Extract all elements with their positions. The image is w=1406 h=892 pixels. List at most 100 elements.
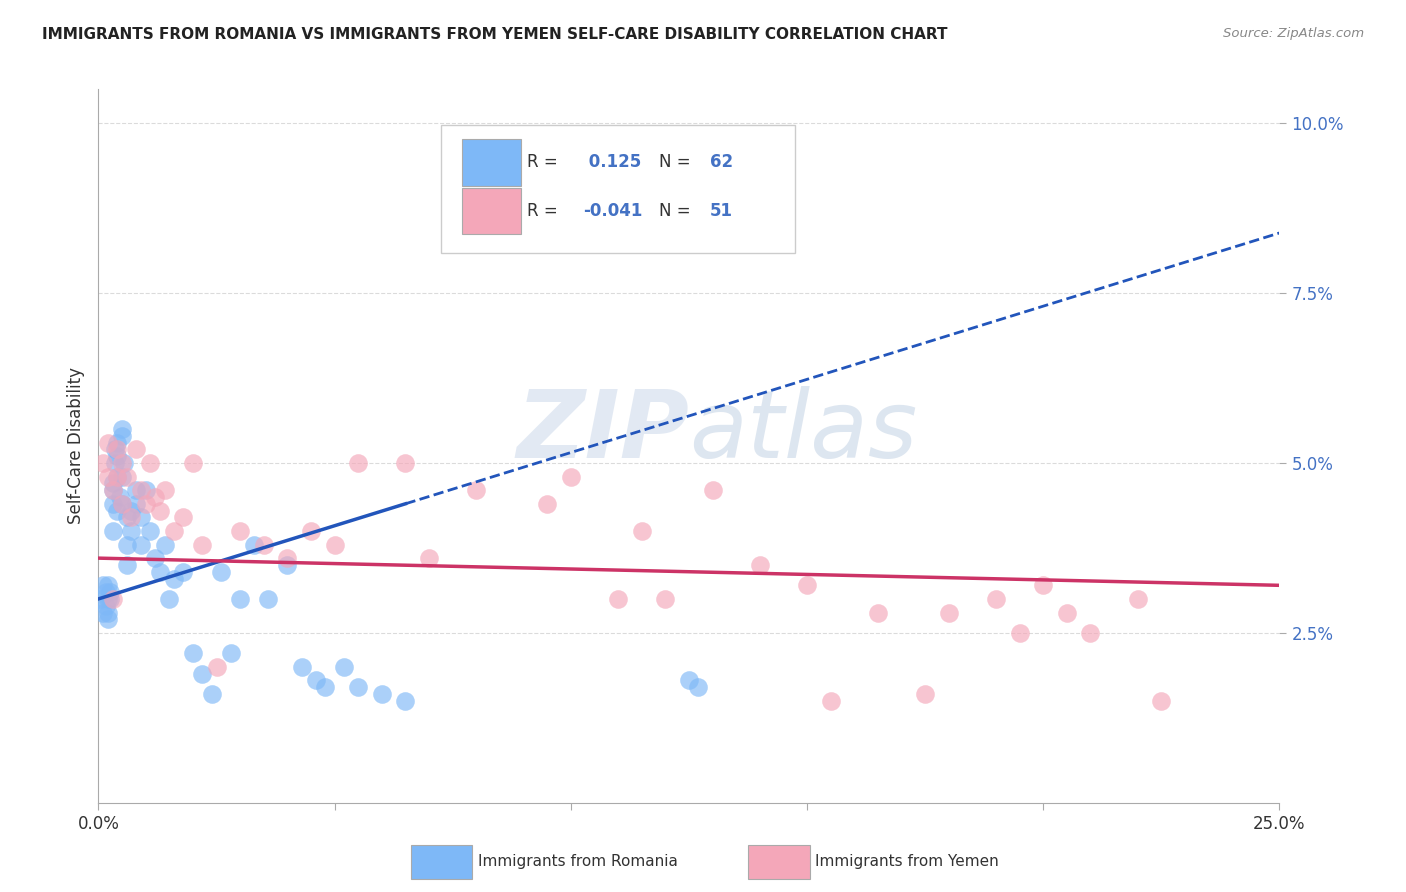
Text: N =: N =	[659, 153, 696, 171]
Point	[299, 524, 322, 538]
Point	[654, 591, 676, 606]
FancyBboxPatch shape	[441, 125, 796, 253]
Point	[125, 483, 148, 498]
Text: 0.125: 0.125	[582, 153, 641, 171]
Point	[796, 578, 818, 592]
Point	[153, 483, 176, 498]
Point	[276, 551, 298, 566]
Point	[101, 483, 124, 498]
Point	[418, 551, 440, 566]
Point	[101, 476, 124, 491]
Point	[97, 591, 120, 606]
Point	[305, 673, 328, 688]
Point	[914, 687, 936, 701]
Point	[243, 537, 266, 551]
Point	[371, 687, 394, 701]
Point	[101, 591, 124, 606]
Point	[314, 680, 336, 694]
Point	[143, 490, 166, 504]
Point	[257, 591, 280, 606]
Text: atlas: atlas	[689, 386, 917, 477]
Point	[91, 456, 114, 470]
Point	[98, 585, 121, 599]
Point	[105, 442, 128, 457]
Text: R =: R =	[527, 202, 564, 219]
Point	[157, 591, 180, 606]
Point	[97, 606, 120, 620]
Point	[111, 422, 134, 436]
Point	[1056, 606, 1078, 620]
Point	[984, 591, 1007, 606]
Point	[153, 537, 176, 551]
Point	[219, 646, 242, 660]
Point	[98, 591, 121, 606]
Point	[139, 456, 162, 470]
Point	[105, 449, 128, 463]
Point	[101, 524, 124, 538]
Point	[1032, 578, 1054, 592]
Point	[111, 469, 134, 483]
Text: Immigrants from Romania: Immigrants from Romania	[478, 855, 678, 869]
Point	[129, 537, 152, 551]
Point	[135, 497, 157, 511]
Point	[536, 497, 558, 511]
Point	[276, 558, 298, 572]
FancyBboxPatch shape	[463, 187, 522, 234]
Point	[97, 435, 120, 450]
Point	[394, 694, 416, 708]
Point	[97, 612, 120, 626]
Point	[101, 497, 124, 511]
Point	[205, 660, 228, 674]
Text: IMMIGRANTS FROM ROMANIA VS IMMIGRANTS FROM YEMEN SELF-CARE DISABILITY CORRELATIO: IMMIGRANTS FROM ROMANIA VS IMMIGRANTS FR…	[42, 27, 948, 42]
Point	[125, 442, 148, 457]
Point	[333, 660, 356, 674]
Point	[181, 646, 204, 660]
Point	[323, 537, 346, 551]
Text: 51: 51	[710, 202, 733, 219]
Point	[630, 524, 652, 538]
Point	[105, 503, 128, 517]
Point	[820, 694, 842, 708]
Point	[1126, 591, 1149, 606]
Point	[253, 537, 276, 551]
Point	[394, 456, 416, 470]
Text: -0.041: -0.041	[582, 202, 643, 219]
Point	[172, 510, 194, 524]
Point	[181, 456, 204, 470]
Point	[465, 483, 488, 498]
Point	[121, 503, 143, 517]
Point	[111, 429, 134, 443]
Point	[866, 606, 889, 620]
Point	[112, 456, 135, 470]
Point	[1150, 694, 1173, 708]
Point	[347, 680, 370, 694]
Point	[129, 483, 152, 498]
Point	[201, 687, 224, 701]
Text: ZIP: ZIP	[516, 385, 689, 478]
Point	[229, 524, 252, 538]
Point	[105, 469, 128, 483]
Point	[748, 558, 770, 572]
Point	[104, 456, 127, 470]
Point	[111, 497, 134, 511]
Point	[1008, 626, 1031, 640]
Point	[347, 456, 370, 470]
FancyBboxPatch shape	[463, 139, 522, 186]
Point	[135, 483, 157, 498]
Point	[101, 483, 124, 498]
Point	[94, 599, 117, 613]
Point	[115, 558, 138, 572]
Point	[91, 578, 114, 592]
Point	[105, 469, 128, 483]
Point	[125, 497, 148, 511]
Point	[111, 497, 134, 511]
Point	[91, 606, 114, 620]
Point	[688, 680, 710, 694]
Point	[90, 591, 112, 606]
Point	[105, 435, 128, 450]
Point	[191, 666, 214, 681]
Text: N =: N =	[659, 202, 696, 219]
Point	[607, 591, 630, 606]
Point	[149, 565, 172, 579]
Point	[290, 660, 312, 674]
